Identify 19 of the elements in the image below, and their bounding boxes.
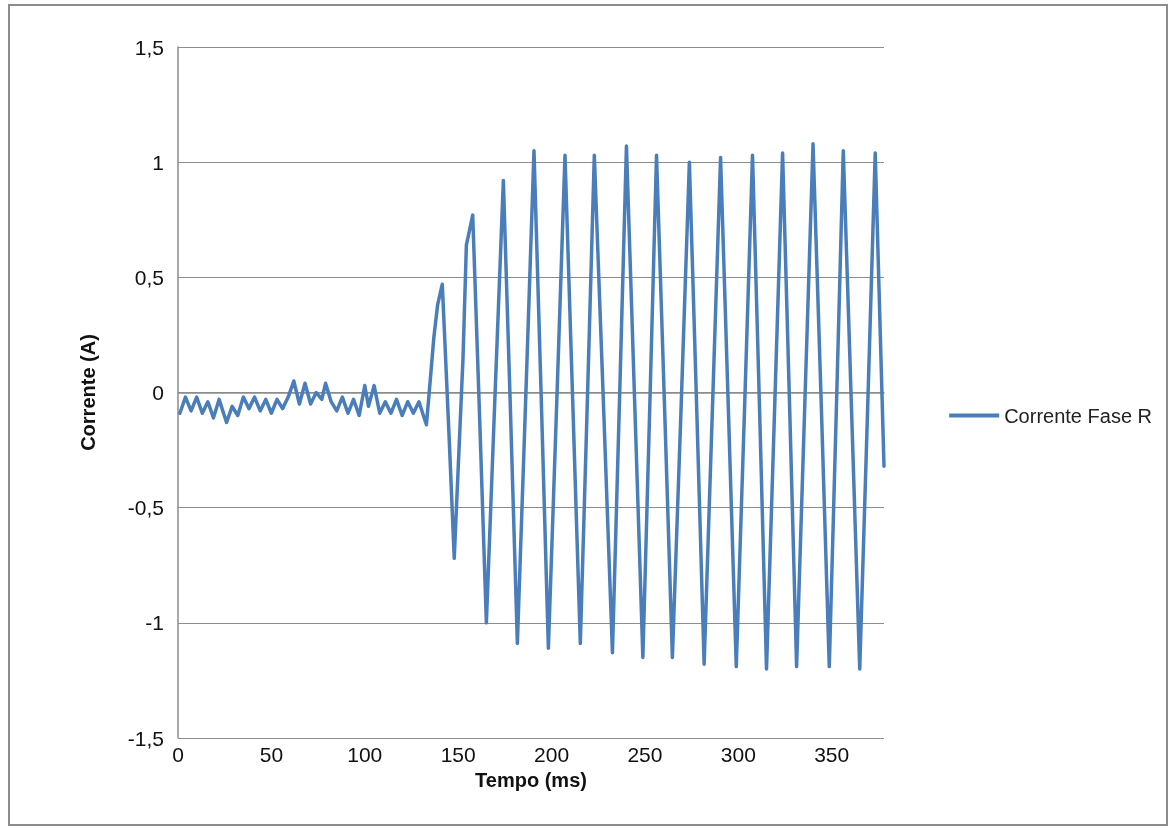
y-tick-label: -1,5: [127, 726, 164, 750]
x-tick-label: 300: [720, 743, 756, 766]
y-axis-title: Corrente (A): [77, 334, 99, 451]
x-tick-label: 250: [627, 743, 663, 766]
y-tick-label: -0,5: [127, 496, 164, 520]
x-tick-label: 150: [440, 743, 476, 766]
x-tick-label: 0: [172, 743, 184, 766]
x-tick-label: 100: [347, 743, 383, 766]
y-tick-label: -1: [145, 611, 164, 635]
y-tick-label: 0: [152, 381, 164, 404]
y-tick-label: 0,5: [134, 265, 164, 289]
x-axis-title: Tempo (ms): [475, 768, 587, 791]
x-tick-label: 200: [534, 743, 570, 766]
y-tick-label: 1: [152, 150, 164, 174]
y-tick-label: 1,5: [134, 35, 164, 59]
line-series: [178, 141, 886, 671]
x-tick-label: 350: [814, 743, 850, 766]
x-tick-label: 50: [259, 743, 284, 766]
legend-label: Corrente Fase R: [1004, 404, 1153, 427]
